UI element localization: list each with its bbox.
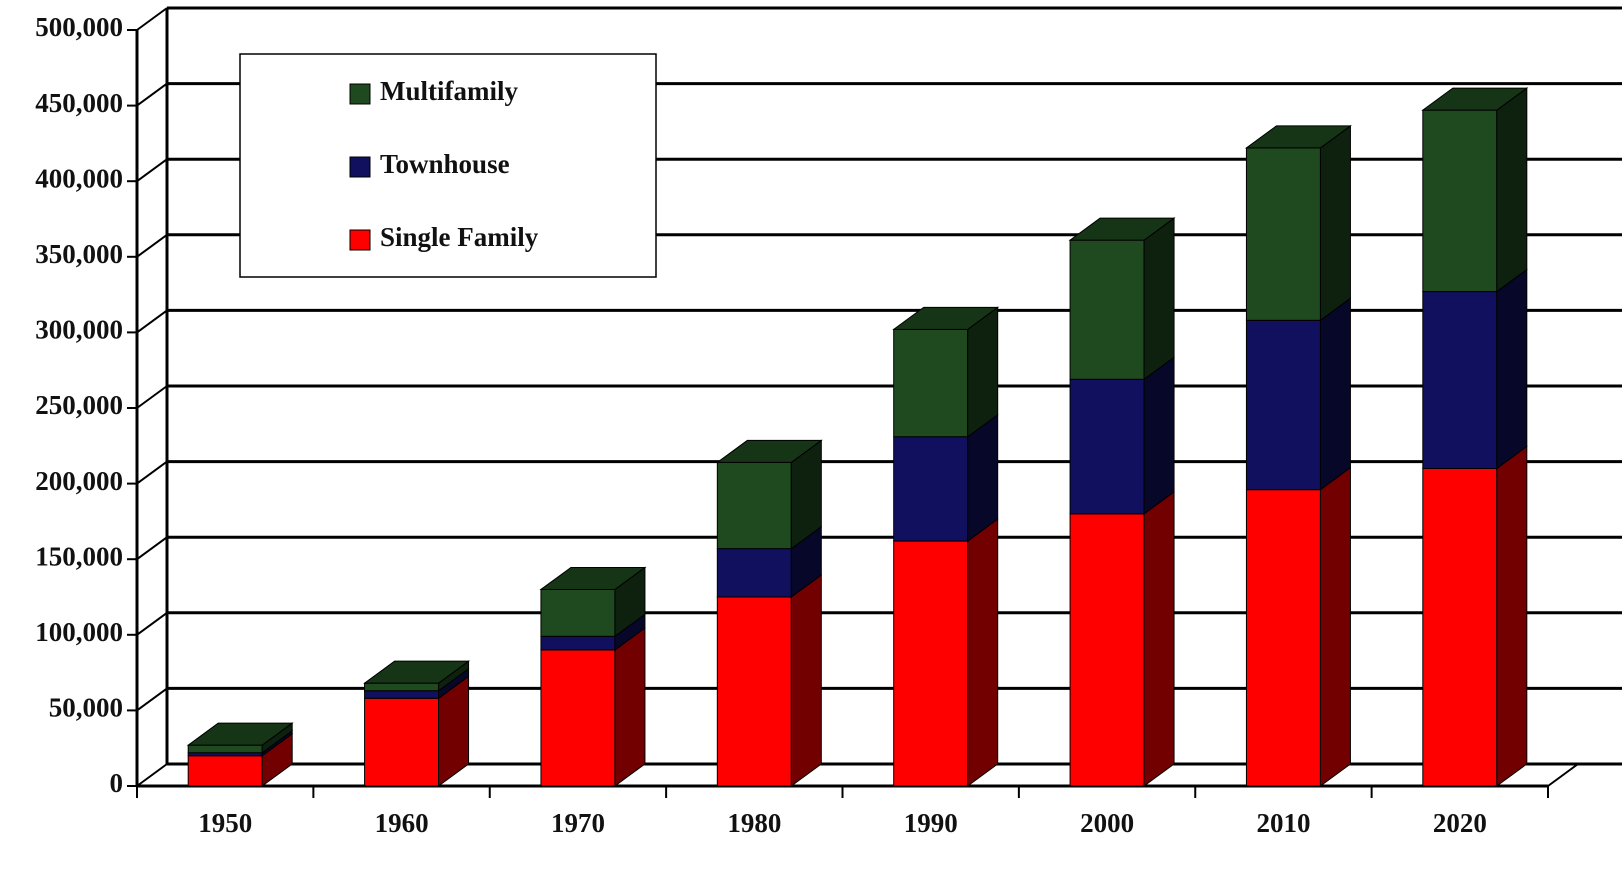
side-grid-line [136,309,168,334]
side-grid-line [136,233,168,258]
side-grid-line [136,158,168,183]
y-tick-label: 350,000 [35,239,123,269]
legend-swatch [349,229,371,251]
bar-top [892,306,1000,330]
bar-top [1244,125,1352,149]
bar-segment [1245,147,1321,321]
x-tick-label: 1970 [551,808,605,838]
bar-segment [540,635,616,651]
side-grid-line [136,7,168,31]
bar-side [1496,445,1528,787]
legend-label: Townhouse [380,149,510,179]
bar-segment [1069,513,1145,787]
y-tick-label: 200,000 [35,466,123,496]
bar-segment [716,461,792,550]
bar-top [186,722,294,746]
bar-side [1496,268,1528,470]
bar-segment [1245,489,1321,787]
bar-segment [187,755,263,787]
bar-side [790,574,822,787]
legend-swatch [349,156,371,178]
bar-segment [893,436,969,542]
side-grid-line [136,536,168,561]
y-tick-label: 50,000 [49,693,123,723]
x-tick-label: 2000 [1080,808,1134,838]
side-grid-line [136,82,168,107]
y-tick-label: 100,000 [35,617,123,647]
bar-side [1319,466,1351,787]
bar-top [363,660,471,684]
side-grid-line [136,611,168,636]
side-grid-line [136,460,168,485]
bar-segment [716,548,792,598]
bar-side [1319,297,1351,491]
bar-top [715,439,823,463]
bar-side [1319,124,1351,322]
bar-segment [364,682,440,692]
bar-segment [1245,319,1321,491]
bar-segment [1422,291,1498,469]
legend-box [239,53,657,278]
side-grid-line [136,687,168,712]
legend-swatch [349,83,371,105]
bar-side [1143,217,1175,381]
x-tick-label: 2010 [1256,808,1310,838]
bar-segment [540,649,616,787]
legend-label: Single Family [380,222,539,252]
bar-side [967,518,999,787]
bar-segment [1422,467,1498,787]
bar-segment [364,697,440,787]
bar-segment [1422,109,1498,293]
x-tick-label: 1960 [375,808,429,838]
side-grid-line [136,763,168,787]
y-tick-label: 450,000 [35,88,123,118]
x-tick-label: 1950 [198,808,252,838]
x-tick-label: 1980 [727,808,781,838]
bar-side [1143,356,1175,515]
bar-side [967,306,999,438]
legend-label: Multifamily [380,76,518,106]
y-tick-label: 500,000 [35,12,123,42]
bar-segment [893,328,969,438]
bar-segment [187,744,263,754]
bar-top [539,566,647,590]
side-grid-line [136,385,168,409]
bar-segment [893,540,969,787]
y-tick-label: 300,000 [35,315,123,345]
bar-segment [1069,239,1145,380]
x-tick-label: 2020 [1433,808,1487,838]
x-tick-label: 1990 [904,808,958,838]
bar-segment [1069,378,1145,515]
bar-top [1068,217,1176,241]
bar-segment [716,596,792,787]
bar-side [1496,87,1528,293]
bar-segment [364,690,440,699]
y-tick-label: 400,000 [35,163,123,193]
bar-segment [540,588,616,637]
y-tick-label: 0 [110,768,124,798]
bar-side [1143,490,1175,787]
y-tick-label: 250,000 [35,390,123,420]
bar-side [614,626,646,787]
bar-top [1421,87,1529,111]
floor-edge [1547,763,1579,787]
y-tick-label: 150,000 [35,541,123,571]
